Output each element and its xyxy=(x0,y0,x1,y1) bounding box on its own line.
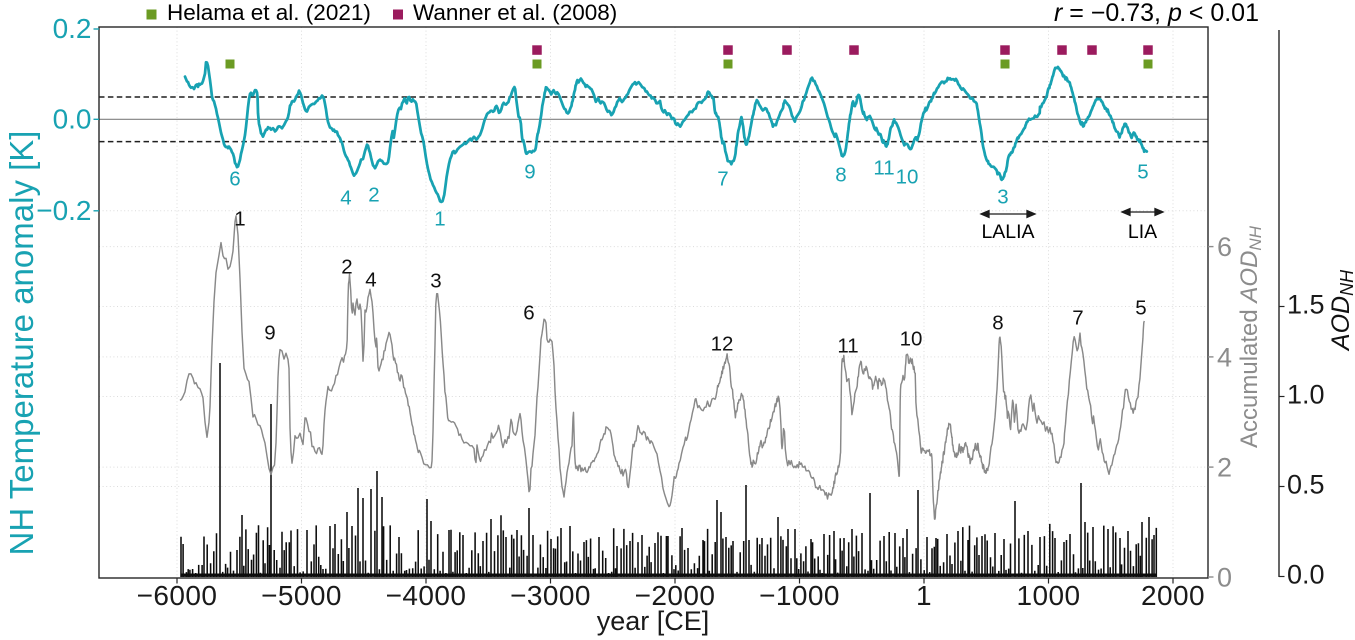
svg-text:2: 2 xyxy=(341,255,352,278)
svg-text:1: 1 xyxy=(916,580,932,611)
svg-text:0.2: 0.2 xyxy=(53,13,92,44)
svg-text:11: 11 xyxy=(837,334,858,357)
svg-text:6: 6 xyxy=(229,167,240,190)
svg-text:3: 3 xyxy=(997,185,1008,208)
svg-text:LALIA: LALIA xyxy=(981,221,1034,243)
svg-text:−1000: −1000 xyxy=(759,580,840,611)
svg-text:12: 12 xyxy=(711,332,734,355)
svg-text:0.0: 0.0 xyxy=(1287,560,1325,590)
svg-text:0: 0 xyxy=(1217,563,1232,593)
svg-text:−0.2: −0.2 xyxy=(36,195,91,226)
svg-text:7: 7 xyxy=(1072,306,1083,329)
svg-text:−5000: −5000 xyxy=(261,580,342,611)
svg-text:−6000: −6000 xyxy=(137,580,218,611)
svg-text:−4000: −4000 xyxy=(386,580,467,611)
svg-text:5: 5 xyxy=(1135,296,1146,319)
svg-text:AODNH: AODNH xyxy=(1327,269,1355,352)
svg-text:Wanner et al. (2008): Wanner et al. (2008) xyxy=(413,0,617,25)
svg-text:6: 6 xyxy=(1217,232,1232,262)
svg-text:5: 5 xyxy=(1137,160,1148,183)
svg-text:7: 7 xyxy=(717,167,728,190)
svg-text:Accumulated AODNH: Accumulated AODNH xyxy=(1236,225,1265,448)
svg-text:10: 10 xyxy=(900,327,923,350)
svg-text:0.5: 0.5 xyxy=(1287,470,1325,500)
svg-text:4: 4 xyxy=(1217,343,1232,373)
svg-text:−2000: −2000 xyxy=(635,580,716,611)
svg-text:1.0: 1.0 xyxy=(1287,380,1325,410)
svg-text:8: 8 xyxy=(992,311,1003,334)
svg-text:2000: 2000 xyxy=(1141,580,1205,611)
svg-text:Helama et al. (2021): Helama et al. (2021) xyxy=(167,0,371,25)
svg-text:1.5: 1.5 xyxy=(1287,290,1325,320)
svg-text:8: 8 xyxy=(835,163,846,186)
svg-text:11: 11 xyxy=(873,156,894,179)
svg-text:r = −0.73, p < 0.01: r = −0.73, p < 0.01 xyxy=(1054,0,1259,27)
svg-text:2: 2 xyxy=(368,183,379,206)
svg-text:0.0: 0.0 xyxy=(53,104,92,135)
svg-text:9: 9 xyxy=(524,160,535,183)
svg-text:9: 9 xyxy=(264,321,275,344)
svg-text:6: 6 xyxy=(523,301,534,324)
svg-text:10: 10 xyxy=(896,165,919,188)
svg-text:1: 1 xyxy=(234,207,245,230)
svg-text:2: 2 xyxy=(1217,453,1232,483)
svg-text:NH Temperature anomaly [K]: NH Temperature anomaly [K] xyxy=(3,131,40,556)
svg-text:LIA: LIA xyxy=(1128,221,1157,243)
svg-text:year [CE]: year [CE] xyxy=(597,606,710,636)
svg-text:1000: 1000 xyxy=(1017,580,1081,611)
svg-text:4: 4 xyxy=(365,268,376,291)
svg-text:−3000: −3000 xyxy=(510,580,591,611)
svg-text:1: 1 xyxy=(434,207,445,230)
svg-text:4: 4 xyxy=(340,186,351,209)
svg-text:3: 3 xyxy=(430,269,441,292)
